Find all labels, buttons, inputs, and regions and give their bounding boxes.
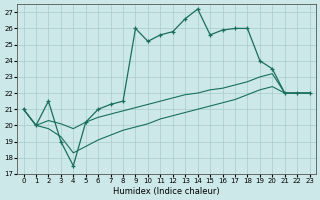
X-axis label: Humidex (Indice chaleur): Humidex (Indice chaleur) xyxy=(113,187,220,196)
